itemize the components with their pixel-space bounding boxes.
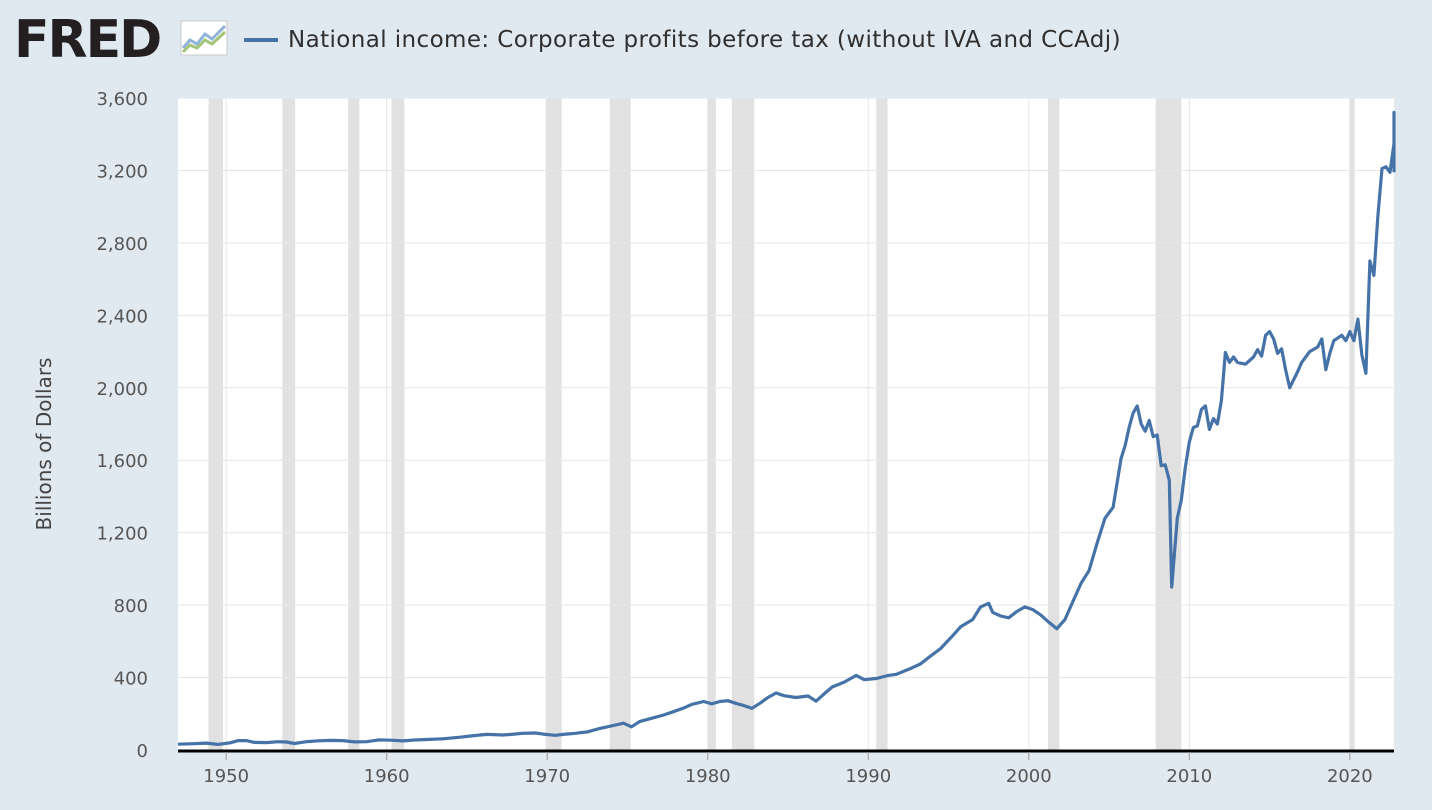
recession-bar [282, 98, 296, 750]
fred-logo-text: FRED [14, 10, 162, 70]
x-tick-label: 2000 [1006, 766, 1052, 787]
recession-bar [348, 98, 360, 750]
y-tick-label: 400 [114, 669, 148, 690]
y-tick-label: 2,000 [96, 379, 148, 400]
chart-legend: National income: Corporate profits befor… [244, 24, 1144, 56]
fred-logo[interactable]: FRED [14, 10, 228, 70]
y-tick-label: 800 [114, 596, 148, 617]
recession-bar [391, 98, 405, 750]
line-chart-icon [180, 20, 228, 56]
recession-bar [1349, 98, 1355, 750]
y-tick-label: 2,400 [96, 306, 148, 327]
recession-bar [609, 98, 631, 750]
gridlines [178, 97, 1394, 750]
axes: 0 400 800 1,200 1,600 2,000 2,400 2,800 3,200 3,6… [96, 89, 1394, 787]
y-tick-label: 1,200 [96, 524, 148, 545]
y-tick-label: 1,600 [96, 451, 148, 472]
series-line[interactable] [177, 110, 1396, 746]
recession-bar [731, 98, 755, 750]
series-layer [177, 110, 1396, 746]
y-tick-label: 0 [137, 741, 148, 762]
x-tick-label: 1960 [364, 766, 410, 787]
recession-bar [1155, 98, 1182, 750]
x-tick-label: 1990 [845, 766, 891, 787]
legend-swatch [244, 38, 278, 42]
recession-bar [707, 98, 716, 750]
y-axis-label: Billions of Dollars [32, 358, 56, 531]
recession-bar [876, 98, 888, 750]
x-tick-label: 1980 [685, 766, 731, 787]
legend-series-label: National income: Corporate profits befor… [288, 27, 1121, 53]
plot-area [178, 98, 1394, 750]
recession-bar [1048, 98, 1060, 750]
x-tick-label: 2020 [1327, 766, 1373, 787]
y-tick-label: 3,200 [96, 161, 148, 182]
x-tick-label: 1950 [203, 766, 249, 787]
recession-shading [208, 98, 1355, 750]
y-tick-label: 3,600 [96, 89, 148, 110]
recession-bar [208, 98, 223, 750]
y-tick-label: 2,800 [96, 234, 148, 255]
x-tick-label: 2010 [1166, 766, 1212, 787]
x-tick-label: 1970 [524, 766, 570, 787]
recession-bar [545, 98, 562, 750]
